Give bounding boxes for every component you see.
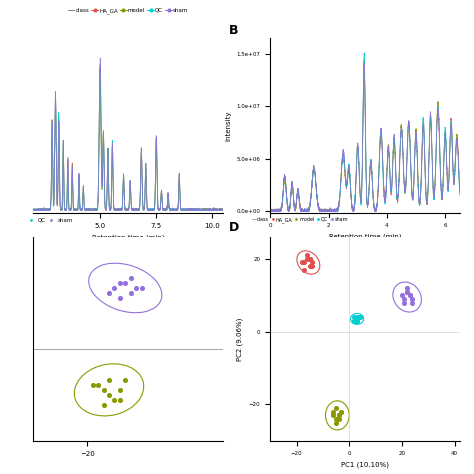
Point: [116, 294, 124, 302]
Point: [100, 386, 108, 393]
Y-axis label: Intensity: Intensity: [225, 110, 231, 141]
Point: [306, 262, 313, 270]
Point: [403, 288, 411, 295]
Point: [301, 259, 308, 266]
Point: [351, 313, 358, 321]
Point: [100, 401, 108, 409]
Point: [105, 376, 113, 383]
Legend: class, HA_GA, model, QC, sham: class, HA_GA, model, QC, sham: [65, 6, 191, 16]
Point: [401, 295, 408, 303]
Point: [403, 288, 411, 295]
Point: [306, 255, 313, 263]
Point: [353, 317, 361, 325]
Point: [409, 299, 416, 306]
Point: [356, 313, 364, 321]
Point: [303, 251, 311, 259]
Point: [309, 259, 316, 266]
Point: [132, 284, 140, 292]
Point: [353, 317, 361, 325]
Point: [329, 408, 337, 416]
Point: [332, 419, 340, 427]
Point: [351, 317, 358, 325]
Point: [116, 386, 124, 393]
Point: [303, 255, 311, 263]
Point: [94, 381, 102, 389]
Point: [309, 262, 316, 270]
Legend: class, HA_GA, model, QC, sham: class, HA_GA, model, QC, sham: [250, 215, 351, 225]
Point: [351, 317, 358, 325]
Text: D: D: [228, 221, 239, 234]
Point: [127, 289, 135, 297]
Point: [121, 376, 129, 383]
Point: [406, 292, 413, 299]
Point: [398, 292, 406, 299]
X-axis label: PC1 (10.10%): PC1 (10.10%): [341, 461, 389, 467]
X-axis label: Retention time (min): Retention time (min): [328, 234, 401, 240]
Point: [332, 404, 340, 412]
Y-axis label: PC2 (9.06%): PC2 (9.06%): [237, 317, 243, 361]
Point: [337, 408, 345, 416]
X-axis label: Retention time (min): Retention time (min): [91, 235, 164, 241]
Point: [335, 415, 342, 423]
Point: [110, 396, 118, 404]
Point: [356, 313, 364, 321]
Point: [403, 284, 411, 292]
Point: [298, 259, 306, 266]
Point: [301, 266, 308, 273]
Point: [353, 313, 361, 321]
Point: [332, 415, 340, 423]
Point: [335, 411, 342, 419]
Point: [306, 255, 313, 263]
Text: B: B: [228, 24, 238, 37]
Point: [401, 299, 408, 306]
Legend: QC, sham: QC, sham: [27, 215, 75, 225]
Point: [329, 411, 337, 419]
Point: [337, 408, 345, 416]
Point: [127, 274, 135, 282]
Point: [138, 284, 146, 292]
Point: [89, 381, 97, 389]
Point: [335, 411, 342, 419]
Point: [105, 289, 113, 297]
Point: [406, 292, 413, 299]
Point: [105, 391, 113, 399]
Point: [116, 279, 124, 287]
Point: [409, 295, 416, 303]
Point: [110, 284, 118, 292]
Point: [116, 396, 124, 404]
Point: [121, 279, 129, 287]
